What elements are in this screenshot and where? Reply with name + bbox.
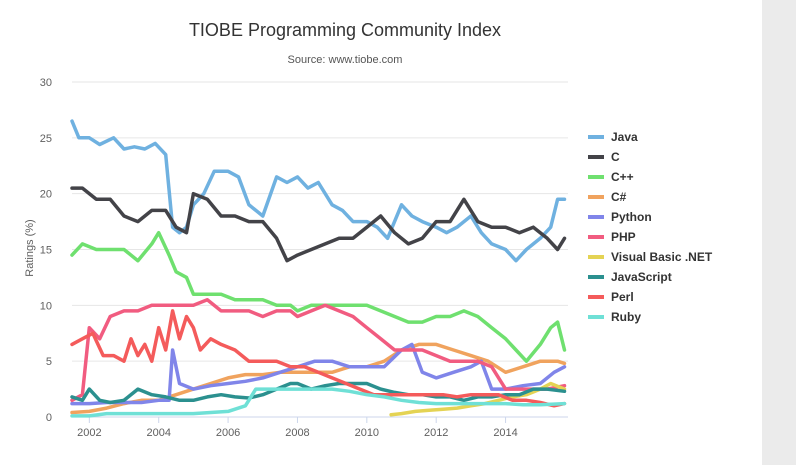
legend-item-label: C# <box>611 190 627 204</box>
x-tick-label: 2010 <box>355 427 379 439</box>
legend-item-label: Python <box>611 210 652 224</box>
series-line-php <box>70 298 567 403</box>
legend-item-label: PHP <box>611 230 636 244</box>
series-lines <box>70 119 567 418</box>
legend: Java C C++ C# Python PHP Visual Basic .NET Java… <box>588 130 713 324</box>
chart-subtitle: Source: www.tiobe.com <box>288 54 403 66</box>
line-chart: TIOBE Programming Community Index Source… <box>24 20 713 439</box>
y-tick-label: 0 <box>46 412 52 424</box>
series-line-ruby <box>70 387 567 418</box>
y-tick-label: 25 <box>40 133 52 145</box>
legend-item-label: Java <box>611 130 638 144</box>
series-line-python <box>70 342 567 406</box>
legend-item-label: Visual Basic .NET <box>611 250 713 264</box>
x-tick-label: 2006 <box>216 427 240 439</box>
y-tick-label: 10 <box>40 300 52 312</box>
legend-item-label: C <box>611 150 620 164</box>
series-line-perl <box>70 309 567 408</box>
legend-item-label: Perl <box>611 290 634 304</box>
y-axis-title: Ratings (%) <box>24 219 36 276</box>
y-tick-label: 5 <box>46 356 52 368</box>
chart-container: TIOBE Programming Community Index Source… <box>24 20 713 439</box>
x-tick-label: 2008 <box>285 427 309 439</box>
y-tick-label: 30 <box>40 77 52 89</box>
x-tick-label: 2002 <box>77 427 101 439</box>
y-tick-label: 20 <box>40 189 52 201</box>
x-tick-label: 2012 <box>424 427 448 439</box>
chart-title: TIOBE Programming Community Index <box>189 20 501 40</box>
legend-item-label: C++ <box>611 170 634 184</box>
x-tick-label: 2004 <box>146 427 170 439</box>
series-line-javascript <box>70 381 567 405</box>
legend-item-label: JavaScript <box>611 270 672 284</box>
series-line-c <box>70 186 567 263</box>
side-panel <box>762 0 796 465</box>
series-line-c- <box>70 230 567 363</box>
x-axis-ticks: 2002 2004 2006 2008 2010 2012 2014 <box>72 416 568 439</box>
y-tick-label: 15 <box>40 245 52 257</box>
x-tick-label: 2014 <box>493 427 517 439</box>
legend-item-label: Ruby <box>611 310 641 324</box>
y-axis-ticks: 0 5 10 15 20 25 30 <box>40 77 52 424</box>
series-line-java <box>70 119 567 263</box>
